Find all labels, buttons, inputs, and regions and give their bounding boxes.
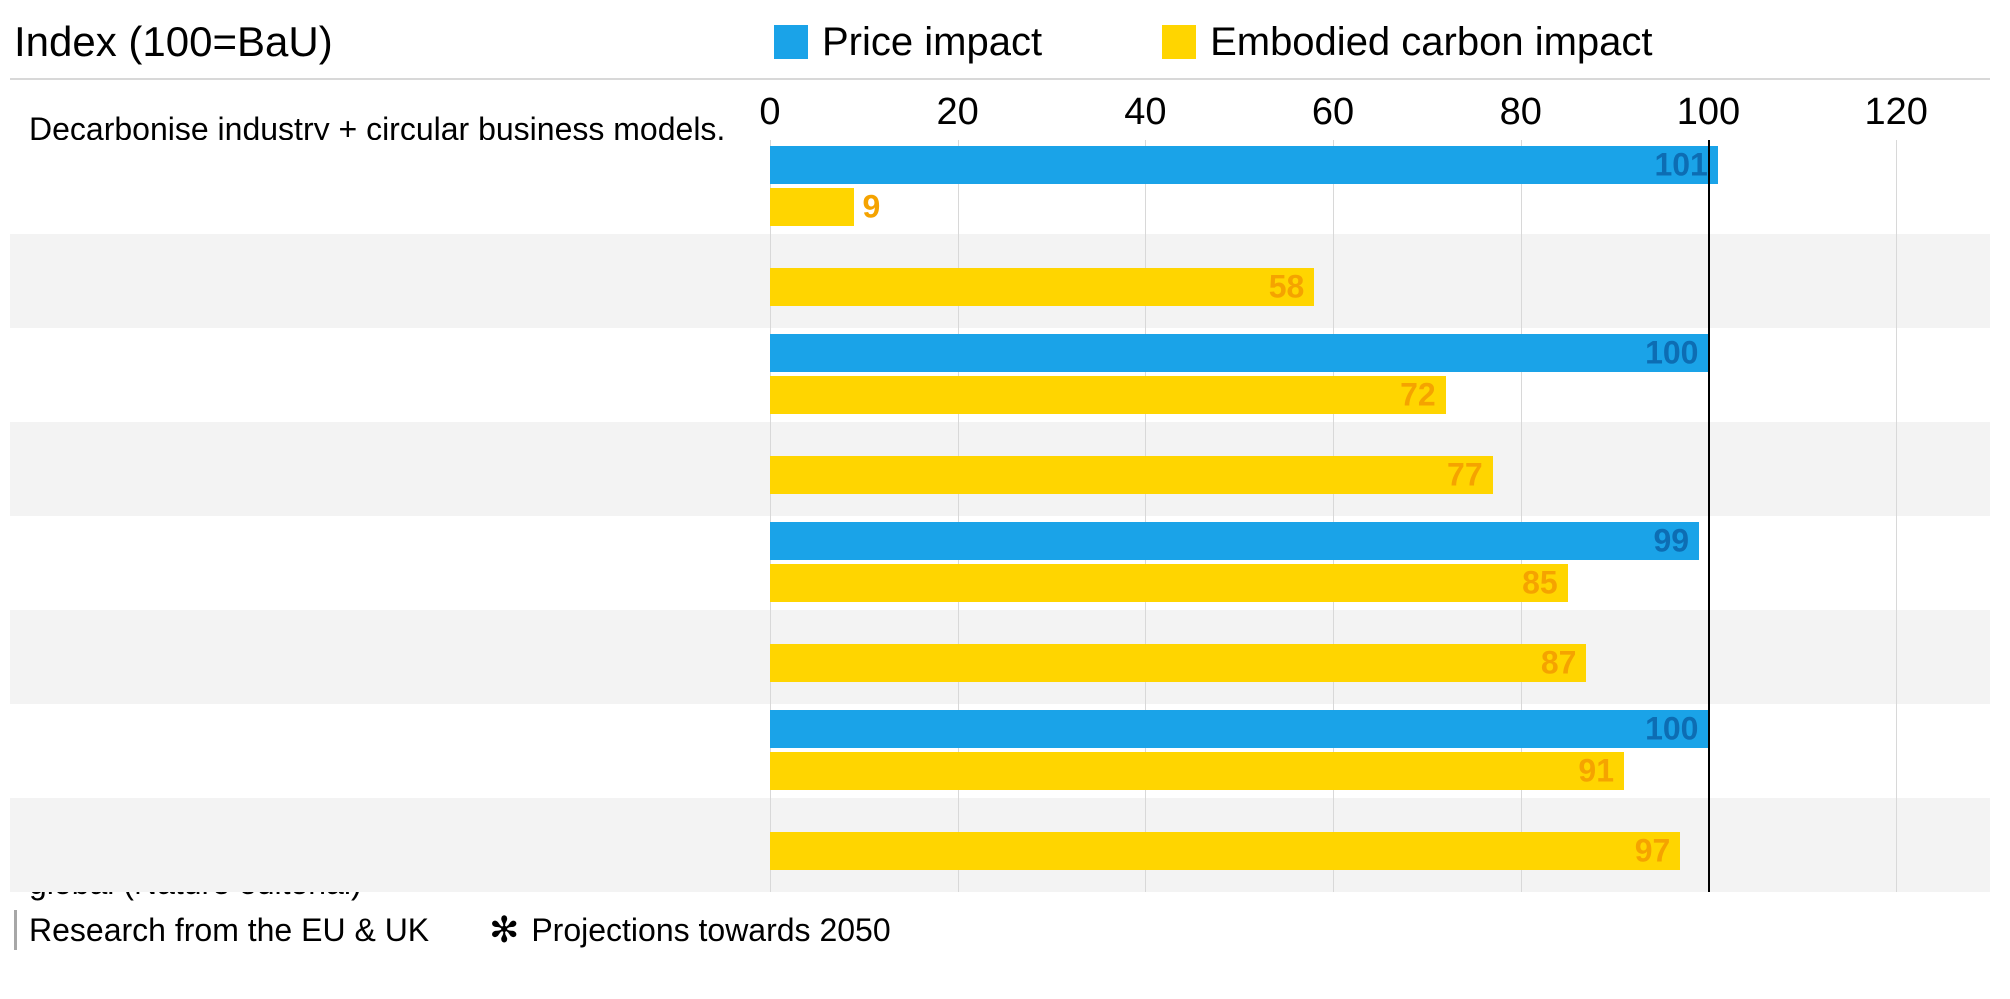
legend-item-price: Price impact (774, 20, 1042, 65)
x-tick-label: 40 (1124, 91, 1166, 134)
chart-container: Index (100=BaU) Price impact Embodied ca… (0, 0, 2010, 999)
bar-price: 99 (770, 522, 1699, 560)
x-tick-label: 60 (1312, 91, 1354, 134)
bar-carbon-value: 87 (1541, 645, 1577, 682)
legend-label-carbon: Embodied carbon impact (1210, 20, 1652, 65)
gridline (1896, 140, 1897, 892)
footer-projection-label: Projections towards 2050 (531, 912, 890, 949)
plot-area: Decarbonise industry + circular business… (10, 140, 1990, 892)
bar-price-value: 99 (1653, 523, 1689, 560)
legend-swatch-price (774, 25, 808, 59)
baseline-100 (1708, 140, 1710, 892)
footer-tick-icon (14, 910, 17, 950)
bar-carbon: 72 (770, 376, 1446, 414)
legend-item-carbon: Embodied carbon impact (1162, 20, 1652, 65)
bar-price-value: 101 (1654, 147, 1707, 184)
x-tick-label: 0 (759, 91, 780, 134)
bar-carbon: 97 (770, 832, 1680, 870)
x-tick-label: 100 (1677, 91, 1740, 134)
legend-label-price: Price impact (822, 20, 1042, 65)
x-tick-label: 20 (937, 91, 979, 134)
bar-carbon: 91 (770, 752, 1624, 790)
footer-research: Research from the EU & UK (14, 910, 429, 950)
x-tick-label: 80 (1500, 91, 1542, 134)
bar-carbon-value: 85 (1522, 565, 1558, 602)
bar-price: 100 (770, 334, 1708, 372)
x-axis: 020406080100120 (770, 80, 1990, 140)
bar-price: 100 (770, 710, 1708, 748)
bar-carbon: 9 (770, 188, 854, 226)
bar-price: 101 (770, 146, 1718, 184)
chart-title: Index (100=BaU) (10, 18, 774, 66)
bar-carbon-value: 72 (1400, 377, 1436, 414)
bar-carbon: 87 (770, 644, 1586, 682)
bar-carbon-value: 97 (1635, 833, 1671, 870)
bar-carbon-value: 58 (1269, 269, 1305, 306)
bar-carbon: 58 (770, 268, 1314, 306)
bar-carbon-value: 77 (1447, 457, 1483, 494)
bar-carbon-value: 9 (862, 189, 880, 226)
x-tick-label: 120 (1864, 91, 1927, 134)
bar-price-value: 100 (1645, 711, 1698, 748)
legend: Price impact Embodied carbon impact (774, 20, 1990, 65)
header-row: Index (100=BaU) Price impact Embodied ca… (10, 10, 1990, 74)
bar-price-value: 100 (1645, 335, 1698, 372)
footer-research-label: Research from the EU & UK (29, 912, 429, 949)
asterisk-icon: ✻ (489, 912, 519, 948)
bar-carbon-value: 91 (1578, 753, 1614, 790)
bar-carbon: 85 (770, 564, 1568, 602)
bar-carbon: 77 (770, 456, 1493, 494)
footer-projection: ✻ Projections towards 2050 (489, 912, 890, 949)
footer-legend: Research from the EU & UK ✻ Projections … (10, 910, 1990, 950)
bars-column: 101 9 58 100 72 77 99 85 87 100 91 97 (770, 140, 1990, 892)
legend-swatch-carbon (1162, 25, 1196, 59)
